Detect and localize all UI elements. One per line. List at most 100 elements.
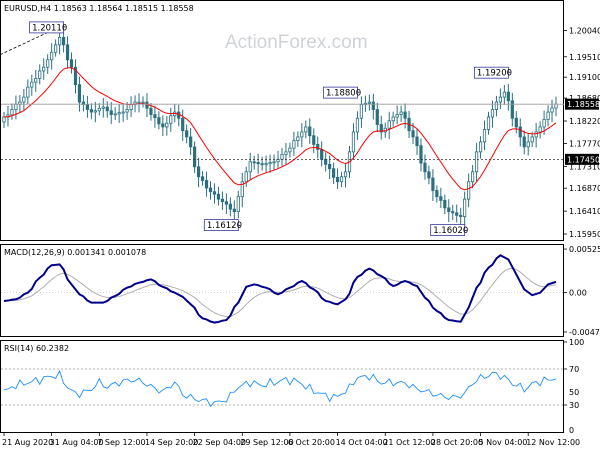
candle-body [181, 117, 185, 132]
candle-body [359, 104, 364, 119]
candle-body [50, 51, 54, 61]
candle-body [387, 120, 391, 129]
candle-body [300, 131, 304, 138]
x-tick-label: 21 Oct 12:00 [383, 438, 435, 447]
candle-body [101, 106, 105, 109]
candle-body [343, 171, 348, 178]
candle-body [244, 171, 248, 183]
candle-body [260, 163, 264, 166]
annotation-box [430, 224, 466, 236]
candle-body [177, 111, 181, 119]
candle-body [2, 116, 6, 123]
candle-body [351, 131, 356, 153]
candle-body [474, 151, 479, 173]
candle-body [506, 91, 510, 102]
candle-body [514, 117, 518, 128]
price-tick-label: 1.20040 [569, 26, 600, 35]
annotation-label: 1.20110 [32, 23, 67, 33]
candle-body [443, 200, 447, 209]
macd-title: MACD(12,26,9) 0.001341 0.001078 [4, 248, 146, 257]
candle-body [324, 158, 328, 165]
current-price-tag: 1.18558 [567, 100, 600, 109]
price-title: EURUSD,H4 1.18563 1.18564 1.18515 1.1855… [4, 4, 194, 13]
candle-body [26, 86, 30, 98]
candle-body [149, 107, 153, 115]
x-tick-label: 14 Oct 04:00 [336, 438, 388, 447]
candle-body [451, 211, 455, 214]
price-panel-frame [0, 0, 564, 241]
rsi-panel-frame [0, 340, 564, 433]
x-tick-label: 14 Sep 20:00 [145, 438, 198, 447]
candle-body [14, 103, 18, 110]
candle-body [522, 136, 526, 148]
annotation-box [203, 219, 239, 231]
candle-body [411, 130, 415, 138]
candle-body [435, 190, 439, 198]
candle-body [403, 111, 407, 119]
candle-body [427, 171, 431, 179]
annotation-label: 1.18800 [326, 89, 361, 99]
candle-body [264, 163, 268, 166]
candle-body [248, 161, 252, 173]
candle-body [375, 109, 379, 125]
candle-body [391, 116, 395, 122]
candle-body [316, 143, 320, 150]
rsi-tick-label: 50 [569, 388, 579, 397]
candle-body [355, 117, 360, 133]
candle-body [530, 136, 534, 143]
x-tick-label: 7 Sep 12:00 [97, 438, 145, 447]
candle-body [121, 111, 125, 114]
candle-body [371, 101, 375, 110]
x-tick-label: 31 Aug 04:00 [50, 438, 104, 447]
candle-body [208, 187, 213, 193]
candle-body [10, 109, 14, 116]
price-tick-label: 1.17770 [569, 139, 600, 148]
candle-body [89, 109, 93, 113]
candle-body [65, 44, 70, 61]
x-tick-label: 29 Sep 12:00 [240, 438, 293, 447]
moving-average-line [3, 67, 557, 191]
candle-body [42, 66, 46, 72]
candle-body [77, 84, 82, 103]
x-tick-label: 22 Sep 04:00 [193, 438, 246, 447]
candle-body [292, 140, 296, 149]
candle-body [200, 176, 205, 181]
annotation-box [29, 21, 64, 34]
candle-body [105, 106, 109, 112]
candle-body [137, 101, 141, 104]
candle-body [534, 131, 538, 138]
price-layer: 1.20110 1.18800 1.19200 1.16120 1.16020 [0, 21, 564, 236]
candle-body [280, 153, 284, 160]
candle-body [339, 176, 344, 183]
candle-body [542, 119, 546, 128]
candle-body [236, 196, 240, 213]
candle-body [165, 122, 169, 128]
candle-body [312, 135, 316, 145]
candle-body [431, 177, 435, 191]
macd-layer [1, 254, 564, 324]
candle-body [69, 59, 74, 68]
annotation-label: 1.16120 [207, 221, 242, 231]
candle-body [117, 112, 121, 115]
candle-body [54, 44, 58, 53]
candle-body [196, 166, 201, 178]
candle-body [467, 181, 471, 200]
price-tick-label: 1.18220 [569, 117, 600, 126]
candle-body [93, 110, 97, 113]
candle-body [22, 96, 26, 103]
x-tick-label: 5 Nov 04:00 [479, 438, 528, 447]
candle-body [502, 91, 506, 98]
candle-body [554, 103, 558, 109]
rsi-tick-label: 70 [569, 365, 579, 374]
candle-body [169, 115, 173, 124]
candle-body [141, 101, 145, 104]
candle-body [296, 136, 300, 142]
candle-body [415, 136, 419, 147]
candle-body [268, 162, 272, 165]
candle-body [129, 104, 133, 110]
macd-panel-frame [0, 244, 564, 337]
rsi-tick-label: 0 [569, 426, 574, 435]
candle-body [97, 107, 101, 112]
candle-body [109, 110, 113, 115]
candle-body [332, 168, 336, 178]
